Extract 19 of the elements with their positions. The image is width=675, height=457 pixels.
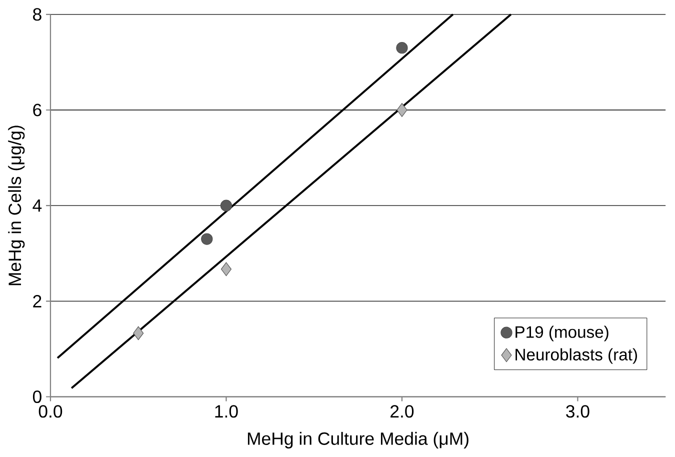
point — [396, 103, 408, 118]
x-tick-label: 2.0 — [390, 405, 414, 418]
x-tick-label: 1.0 — [215, 405, 238, 418]
point — [201, 233, 213, 246]
legend-label: Neuroblasts (rat) — [516, 348, 637, 364]
x-tick-label: 0.0 — [38, 405, 62, 418]
y-axis-title: MeHg in Cells (μg/g) — [8, 126, 25, 286]
x-axis-title: MeHg in Culture Media (μM) — [248, 432, 468, 449]
y-tick-label: 2 — [33, 295, 42, 308]
point — [133, 326, 144, 340]
point — [396, 42, 408, 54]
y-tick-label: 6 — [33, 104, 42, 116]
x-tick-label: 3.0 — [566, 405, 590, 418]
y-tick-label: 8 — [33, 8, 42, 21]
y-tick-label: 4 — [32, 200, 42, 212]
legend-label: P19 (mouse) — [516, 326, 608, 342]
point — [220, 200, 232, 212]
y-tick-label: 0 — [32, 390, 42, 404]
point — [220, 262, 232, 276]
